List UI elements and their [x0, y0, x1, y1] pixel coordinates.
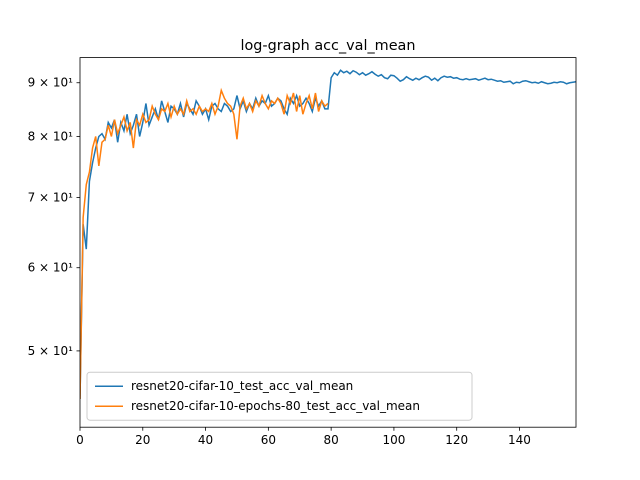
x-tick-label: 80 [323, 433, 338, 447]
y-tick-label: 6 × 10¹ [28, 261, 74, 275]
x-tick-label: 0 [76, 433, 84, 447]
legend-box [86, 371, 473, 421]
y-tick-label: 9 × 10¹ [28, 76, 74, 90]
line-series [80, 69, 576, 399]
plot-frame [79, 57, 577, 428]
x-tick-label: 20 [135, 433, 150, 447]
y-tick-label: 5 × 10¹ [28, 344, 74, 358]
chart-title: log-graph acc_val_mean [240, 38, 415, 54]
x-tick-label: 140 [508, 433, 531, 447]
x-tick-label: 100 [382, 433, 405, 447]
x-tick-label: 120 [445, 433, 468, 447]
legend: resnet20-cifar-10_test_acc_val_meanresne… [86, 371, 473, 421]
y-tick-label: 8 × 10¹ [28, 129, 74, 143]
legend-label: resnet20-cifar-10-epochs-80_test_acc_val… [131, 399, 420, 413]
x-tick-label: 40 [198, 433, 213, 447]
line-series [80, 87, 329, 399]
x-tick-label: 60 [261, 433, 276, 447]
y-tick-label: 7 × 10¹ [28, 190, 74, 204]
legend-label: resnet20-cifar-10_test_acc_val_mean [131, 379, 353, 393]
